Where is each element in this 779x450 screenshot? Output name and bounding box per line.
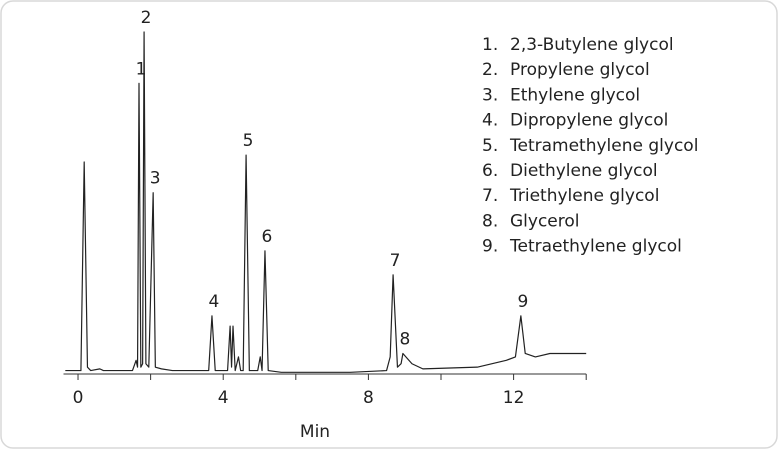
x-tick-label: 8 [363, 388, 374, 408]
peak-label: 8 [399, 329, 410, 349]
peak-label: 9 [517, 292, 528, 312]
x-axis-title: Min [300, 422, 330, 442]
peak-label: 7 [390, 251, 401, 271]
legend-name: Dipropylene glycol [510, 111, 668, 131]
x-tick-label: 12 [503, 388, 525, 408]
legend-number: 5. [482, 136, 498, 156]
peak-label: 1 [136, 59, 147, 79]
x-tick-label: 4 [218, 388, 229, 408]
legend-name: Glycerol [510, 211, 580, 231]
peak-label: 6 [262, 227, 273, 247]
peak-label: 3 [150, 169, 161, 189]
legend-number: 9. [482, 237, 498, 257]
peak-label: 4 [209, 292, 220, 312]
legend-name: Diethylene glycol [510, 161, 658, 181]
trace [65, 31, 587, 373]
legend-number: 8. [482, 211, 498, 231]
legend-name: Ethylene glycol [510, 85, 640, 105]
legend-name: Propylene glycol [510, 60, 650, 80]
legend-number: 7. [482, 186, 498, 206]
legend-name: Tetraethylene glycol [509, 237, 682, 257]
legend-number: 3. [482, 85, 498, 105]
legend-number: 6. [482, 161, 498, 181]
x-tick-label: 0 [73, 388, 84, 408]
peak-label: 5 [243, 131, 254, 151]
legend-number: 1. [482, 35, 498, 55]
legend-number: 4. [482, 111, 498, 131]
peak-label: 2 [141, 8, 152, 28]
legend-name: 2,3-Butylene glycol [510, 35, 674, 55]
legend-number: 2. [482, 60, 498, 80]
legend-name: Triethylene glycol [509, 186, 659, 206]
legend-name: Tetramethylene glycol [509, 136, 698, 156]
